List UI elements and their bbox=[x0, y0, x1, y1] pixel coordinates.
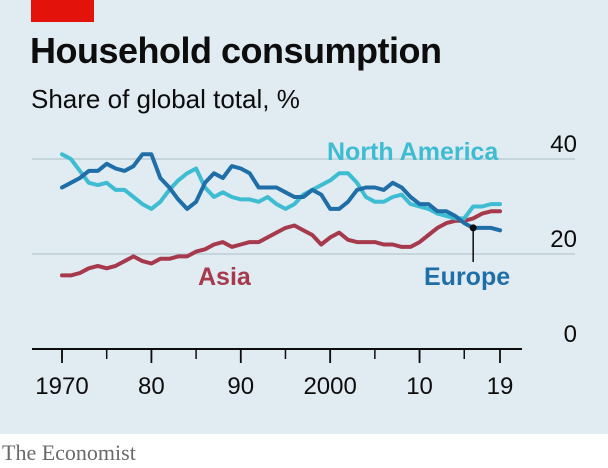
x-tick-label-10: 10 bbox=[406, 373, 433, 400]
series-line-europe bbox=[60, 152, 502, 233]
x-tick-label-80: 80 bbox=[138, 373, 165, 400]
x-tick-label-90: 90 bbox=[227, 373, 254, 400]
chart-title: Household consumption bbox=[30, 30, 442, 71]
series-lines bbox=[60, 152, 502, 278]
label-asia: Asia bbox=[198, 263, 252, 291]
series-line-asia bbox=[60, 209, 502, 278]
label-north-america: North America bbox=[327, 138, 499, 166]
label-europe: Europe bbox=[424, 263, 510, 291]
gridlines bbox=[32, 158, 575, 255]
x-tick-label-19: 19 bbox=[487, 373, 514, 400]
europe-leader-dot bbox=[469, 224, 477, 232]
source-credit: The Economist bbox=[2, 440, 136, 465]
line-chart: 0 20 40 1970 80 90 2000 10 19 North America Asia Eu… bbox=[32, 131, 577, 400]
x-tick-label-1970: 1970 bbox=[35, 373, 88, 400]
y-tick-label-40: 40 bbox=[550, 131, 577, 158]
brand-red-tab bbox=[31, 0, 94, 22]
y-tick-label-0: 0 bbox=[564, 321, 577, 348]
chart-labels: 0 20 40 1970 80 90 2000 10 19 North America Asia Eu… bbox=[35, 131, 577, 400]
chart-subtitle: Share of global total, % bbox=[31, 84, 300, 114]
y-tick-label-20: 20 bbox=[550, 226, 577, 253]
series-line-north-america bbox=[60, 152, 502, 221]
chart-panel bbox=[0, 0, 608, 434]
x-tick-label-2000: 2000 bbox=[303, 373, 356, 400]
x-axis bbox=[32, 348, 522, 363]
